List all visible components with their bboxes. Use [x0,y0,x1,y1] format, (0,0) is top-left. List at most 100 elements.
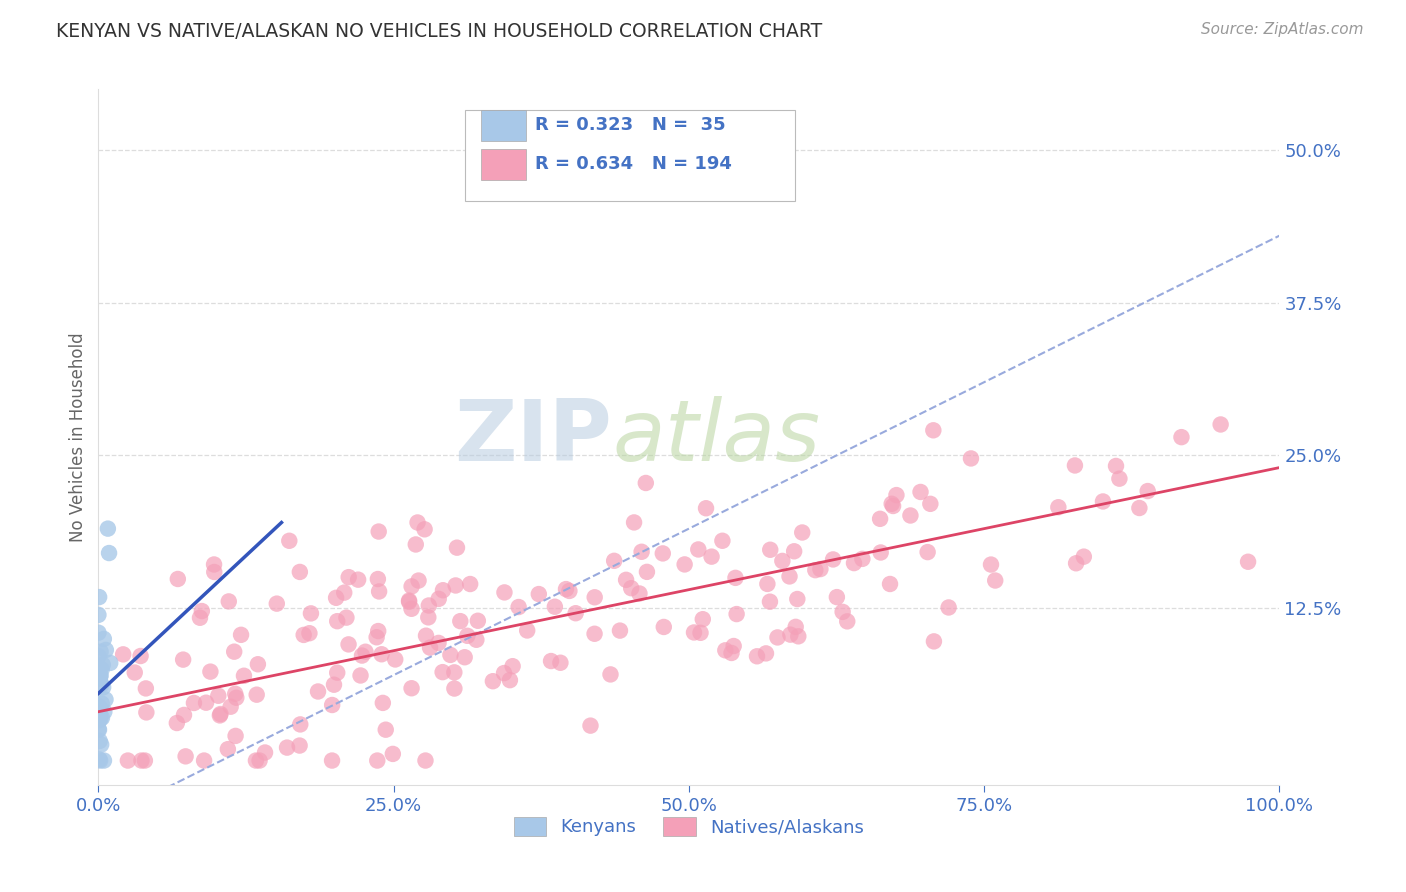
Point [112,648,135,662]
Point [825,590,848,604]
Point [90,697,112,711]
Point [980,558,1002,572]
Point [910,485,932,500]
Point [208,708,231,723]
Point [249,754,271,768]
Point [368,584,391,599]
Point [920,497,942,511]
Point [444,578,467,592]
Point [900,508,922,523]
Point [467,614,489,628]
Point [620,581,643,595]
Point [1128,501,1150,516]
Point [418,599,440,613]
Point [724,571,747,585]
Point [166,572,188,586]
Point [90,738,112,752]
Point [200,665,222,679]
Point [449,614,471,628]
Point [408,574,430,588]
Point [90,677,112,691]
Point [695,501,717,516]
Point [634,475,657,490]
Point [458,577,481,591]
Point [366,630,388,644]
Point [401,579,423,593]
Point [692,612,714,626]
Point [225,690,247,705]
Point [233,669,256,683]
Point [124,665,146,680]
Point [298,626,321,640]
Point [87,723,110,737]
Point [166,716,188,731]
Point [89,669,111,683]
Point [759,595,782,609]
Point [90,645,112,659]
Point [756,577,779,591]
Point [90,669,112,683]
Point [583,627,606,641]
Point [326,665,349,680]
Point [398,595,420,609]
Point [579,718,602,732]
Point [614,573,637,587]
Point [195,696,218,710]
Point [544,599,567,614]
Point [558,583,581,598]
Point [688,542,710,557]
Point [831,605,853,619]
Point [89,711,111,725]
Point [202,565,225,579]
Text: ZIP: ZIP [454,395,612,479]
Point [94,643,117,657]
Point [401,681,423,696]
Point [290,717,312,731]
Point [456,629,478,643]
Point [755,647,778,661]
Point [89,661,111,675]
Point [89,590,111,604]
FancyBboxPatch shape [464,110,796,201]
Point [354,645,377,659]
Point [917,545,939,559]
Point [193,754,215,768]
Point [787,629,810,643]
Point [91,657,114,672]
Point [454,650,477,665]
Point [398,593,420,607]
Point [599,667,621,681]
Point [246,657,269,672]
Point [254,746,277,760]
Point [371,696,394,710]
Point [219,699,242,714]
Point [683,625,706,640]
Point [229,628,252,642]
Point [427,591,450,606]
Point [786,592,808,607]
Point [288,739,311,753]
Point [299,607,322,621]
Text: R = 0.323   N =  35: R = 0.323 N = 35 [536,116,725,135]
Point [1209,417,1232,432]
Point [207,689,229,703]
Point [406,516,429,530]
Point [134,754,156,768]
Legend: Kenyans, Natives/Alaskans: Kenyans, Natives/Alaskans [505,808,873,846]
Point [217,742,239,756]
Point [583,591,606,605]
Point [770,554,793,568]
Point [135,706,157,720]
Point [131,754,153,768]
Point [960,451,983,466]
Point [720,646,742,660]
Point [381,747,404,761]
Point [292,628,315,642]
Point [307,684,329,698]
Point [689,625,711,640]
Point [183,696,205,710]
Point [415,629,437,643]
Point [367,624,389,638]
Point [246,688,269,702]
Point [502,659,524,673]
